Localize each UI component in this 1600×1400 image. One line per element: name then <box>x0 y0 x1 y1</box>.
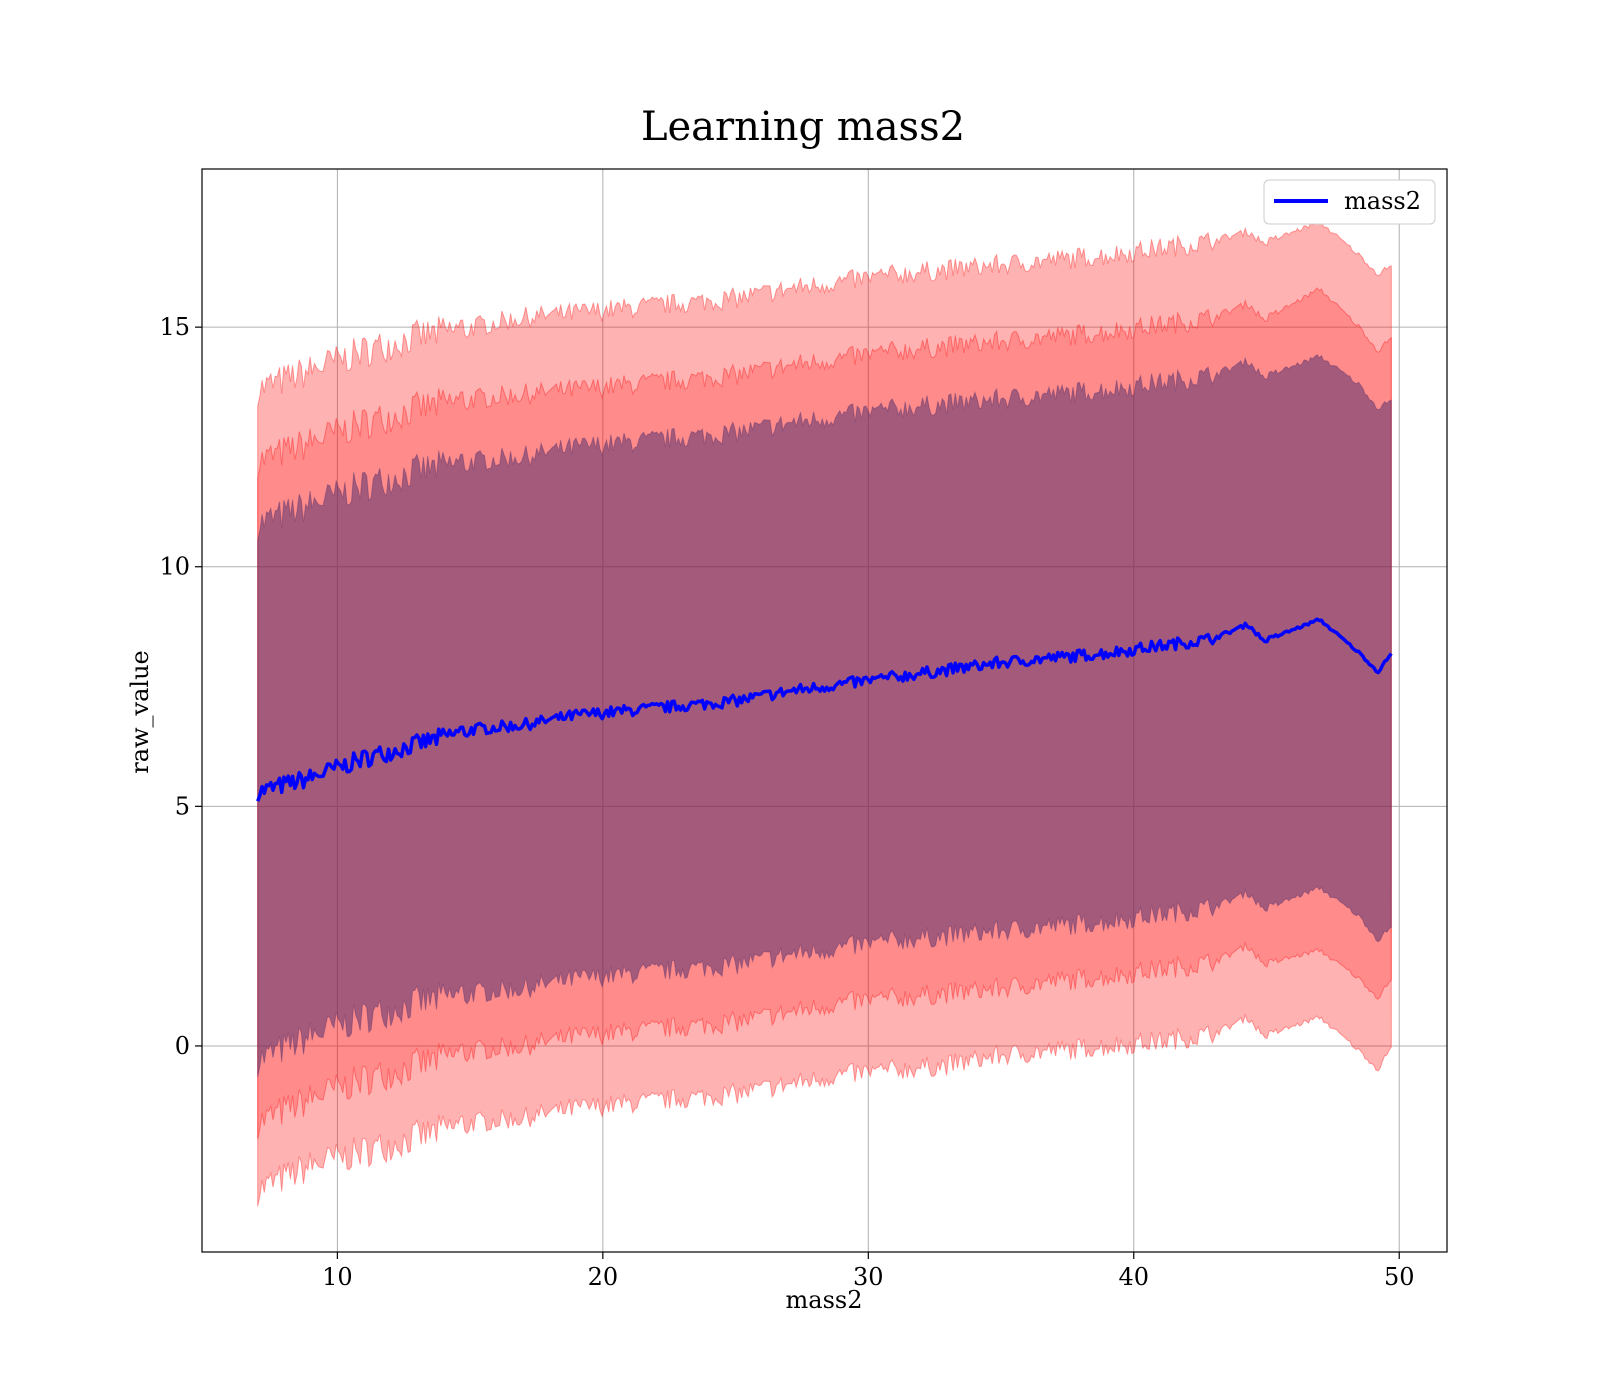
confidence-bands <box>257 219 1392 1207</box>
y-axis-label: raw_value <box>126 650 154 774</box>
series-lines <box>256 617 1393 802</box>
x-axis-label: mass2 <box>786 1286 863 1314</box>
x-tick-label-30: 30 <box>853 1263 884 1291</box>
y-tick-label-0: 0 <box>175 1032 190 1060</box>
legend: mass2 <box>1263 179 1436 225</box>
plot-frame <box>201 168 1448 1253</box>
x-tick-label-40: 40 <box>1118 1263 1149 1291</box>
band-inner <box>257 353 1392 1078</box>
y-tick-label-5: 5 <box>175 792 190 820</box>
series-line-mass2 <box>256 617 1393 802</box>
legend-label-mass2: mass2 <box>1344 187 1421 215</box>
axis-ticks: 10 20 30 40 50 0 5 10 15 <box>159 313 1414 1291</box>
x-tick-label-50: 50 <box>1384 1263 1415 1291</box>
y-tick-label-15: 15 <box>159 313 190 341</box>
chart-title: Learning mass2 <box>641 104 965 150</box>
x-tick-label-10: 10 <box>322 1263 353 1291</box>
x-tick-label-20: 20 <box>588 1263 619 1291</box>
y-tick-label-10: 10 <box>159 553 190 581</box>
legend-box <box>1263 179 1436 225</box>
